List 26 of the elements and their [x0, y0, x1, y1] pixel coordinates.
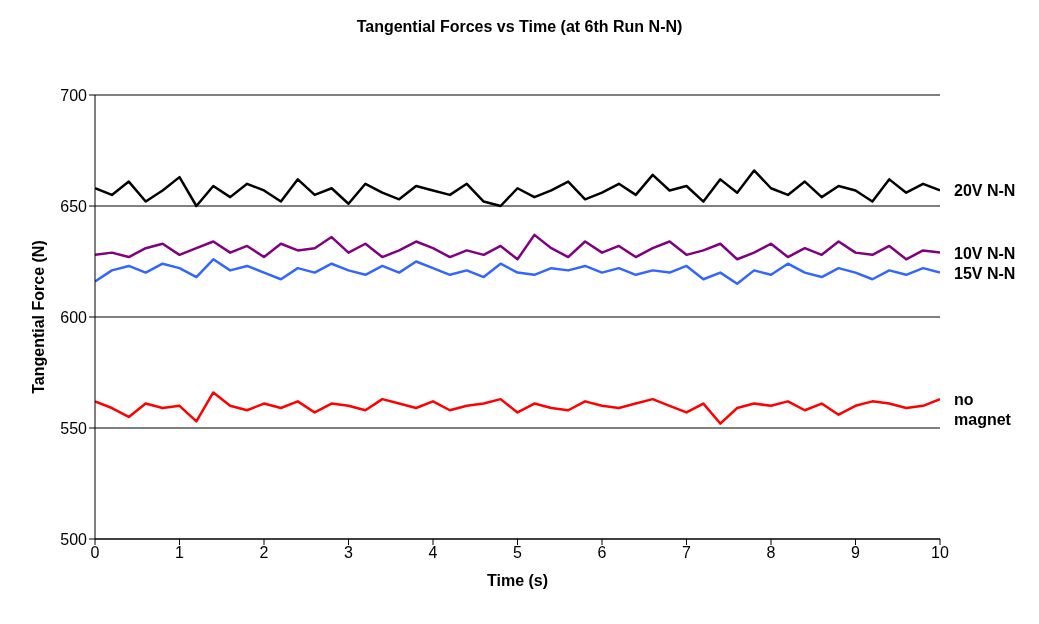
x-tick-label: 0 [90, 544, 100, 562]
line-series [95, 258, 940, 285]
y-tick-label: 700 [60, 86, 88, 104]
x-tick-label: 1 [175, 544, 185, 562]
series-label: 10V N-N [954, 244, 1016, 262]
x-tick-label: 7 [682, 544, 692, 562]
y-axis-title: Tangential Force (N) [29, 240, 47, 394]
x-tick-label: 3 [344, 544, 354, 562]
y-tick-label: 600 [60, 308, 88, 326]
x-tick-label: 10 [931, 544, 949, 562]
x-tick-label: 6 [597, 544, 607, 562]
x-tick-label: 9 [851, 544, 861, 562]
line-series [95, 391, 940, 425]
line-series [95, 233, 940, 261]
x-tick-label: 4 [428, 544, 438, 562]
x-axis-title: Time (s) [486, 572, 549, 589]
y-tick-label: 500 [60, 530, 88, 548]
y-tick-label: 550 [60, 419, 88, 437]
x-tick-label: 2 [259, 544, 269, 562]
series-label: 20V N-N [954, 182, 1016, 200]
x-tick-label: 5 [513, 544, 523, 562]
series-label: 15V N-N [954, 264, 1016, 282]
x-tick-label: 8 [766, 544, 776, 562]
chart-title: Tangential Forces vs Time (at 6th Run N-N) [355, 18, 684, 36]
series-label: no magnet [954, 391, 1012, 429]
y-tick-label: 650 [60, 197, 88, 215]
